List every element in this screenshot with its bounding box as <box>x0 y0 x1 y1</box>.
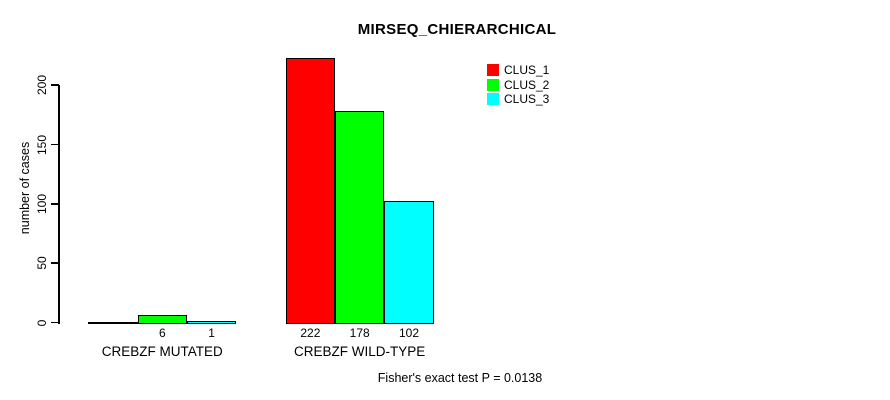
bar-clus_3 <box>186 320 237 324</box>
y-tick-mark <box>51 321 59 324</box>
x-category-label: CREBZF MUTATED <box>101 343 223 359</box>
y-tick-mark <box>51 143 59 146</box>
y-tick-mark <box>51 203 59 205</box>
y-tick-label: 200 <box>34 75 49 96</box>
bar-value-label: 222 <box>300 325 321 340</box>
y-axis-title: number of cases <box>18 141 32 235</box>
legend-item: CLUS_2 <box>487 77 550 92</box>
y-tick-label: 150 <box>34 134 49 155</box>
y-tick-label: 100 <box>34 193 49 214</box>
bar-value-label: 178 <box>349 325 370 340</box>
bar-clus_3 <box>384 200 434 324</box>
legend-item: CLUS_3 <box>487 92 550 107</box>
bar-clus_1 <box>285 58 336 324</box>
y-tick-mark <box>51 84 59 86</box>
y-tick-label: 0 <box>34 319 49 326</box>
legend-swatch <box>487 78 499 91</box>
annotation-pvalue: Fisher's exact test P = 0.0138 <box>377 371 543 385</box>
legend-label: CLUS_1 <box>504 63 550 77</box>
x-category-label: CREBZF WILD-TYPE <box>294 343 426 359</box>
legend: CLUS_1 CLUS_2 CLUS_3 <box>487 64 549 108</box>
legend-swatch <box>487 64 499 76</box>
legend-item: CLUS_1 <box>487 64 549 76</box>
legend-label: CLUS_3 <box>504 92 550 107</box>
chart-title: MIRSEQ_CHIERARCHICAL <box>357 21 557 38</box>
legend-label: CLUS_2 <box>504 77 550 92</box>
y-tick-mark <box>51 262 59 264</box>
legend-swatch <box>487 93 499 106</box>
bar-clus_2 <box>335 110 385 324</box>
y-tick-label: 50 <box>34 256 49 270</box>
bar-value-label: 102 <box>399 325 420 340</box>
bar-value-label: 6 <box>158 325 166 340</box>
bar-clus_2 <box>137 314 187 324</box>
bar-value-label: 1 <box>208 325 215 340</box>
